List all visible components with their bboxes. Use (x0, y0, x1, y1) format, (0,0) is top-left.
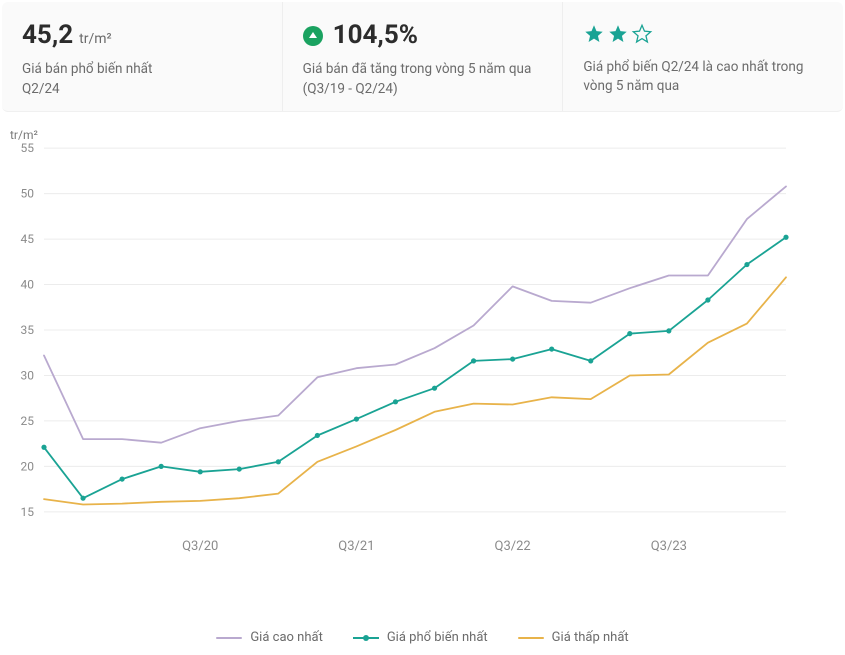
stars-row (583, 20, 823, 48)
chart-legend: Giá cao nhất Giá phổ biến nhất Giá thấp nh… (0, 624, 845, 655)
y-axis-unit: tr/m² (10, 128, 38, 142)
svg-text:25: 25 (21, 414, 35, 428)
stat-growth-label: Giá bán đã tăng trong vòng 5 năm qua (303, 60, 543, 80)
legend-item-mid: Giá phổ biến nhất (353, 630, 488, 645)
svg-text:Q3/21: Q3/21 (338, 539, 374, 554)
svg-text:20: 20 (21, 459, 35, 473)
stat-growth-value: 104,5% (333, 20, 418, 50)
stat-price-unit: tr/m² (79, 31, 112, 47)
stat-card-growth: 104,5% Giá bán đã tăng trong vòng 5 năm … (283, 2, 564, 111)
stat-price-label: Giá bán phổ biến nhất (22, 60, 262, 80)
svg-text:Q3/22: Q3/22 (495, 539, 531, 554)
svg-text:55: 55 (21, 141, 35, 155)
legend-swatch-icon (216, 637, 242, 639)
svg-text:15: 15 (21, 505, 35, 519)
stat-card-rating: Giá phổ biến Q2/24 là cao nhất trong vòn… (563, 2, 843, 111)
svg-text:35: 35 (21, 323, 35, 337)
star-icon (583, 23, 605, 45)
svg-text:Q3/23: Q3/23 (651, 539, 687, 554)
legend-item-high: Giá cao nhất (216, 630, 323, 645)
price-chart: 15 20 25 30 35 40 45 50 55 Q3/20 Q3/21 Q3/22 Q3/23 (4, 124, 794, 554)
svg-text:40: 40 (21, 278, 35, 292)
legend-label: Giá thấp nhất (552, 630, 629, 645)
stat-price-value: 45,2 (22, 20, 73, 50)
legend-label: Giá phổ biến nhất (387, 630, 488, 645)
stat-card-price: 45,2 tr/m² Giá bán phổ biến nhất Q2/24 (2, 2, 283, 111)
legend-swatch-icon (518, 637, 544, 639)
stat-rating-label: Giá phổ biến Q2/24 là cao nhất trong vòn… (583, 58, 823, 97)
svg-text:30: 30 (21, 368, 35, 382)
star-icon (607, 23, 629, 45)
svg-text:50: 50 (21, 187, 35, 201)
chart-container: tr/m² 15 20 25 30 35 40 45 50 55 Q3/20 Q3/21 Q3/22 Q… (0, 114, 845, 624)
svg-text:45: 45 (21, 232, 35, 246)
star-icon (631, 23, 653, 45)
svg-text:Q3/20: Q3/20 (182, 539, 218, 554)
legend-item-low: Giá thấp nhất (518, 630, 629, 645)
legend-swatch-icon (353, 633, 379, 643)
stats-row: 45,2 tr/m² Giá bán phổ biến nhất Q2/24 1… (2, 2, 843, 112)
stat-growth-period: (Q3/19 - Q2/24) (303, 80, 543, 100)
arrow-up-icon (303, 26, 323, 46)
stat-price-period: Q2/24 (22, 80, 262, 100)
legend-label: Giá cao nhất (250, 630, 323, 645)
